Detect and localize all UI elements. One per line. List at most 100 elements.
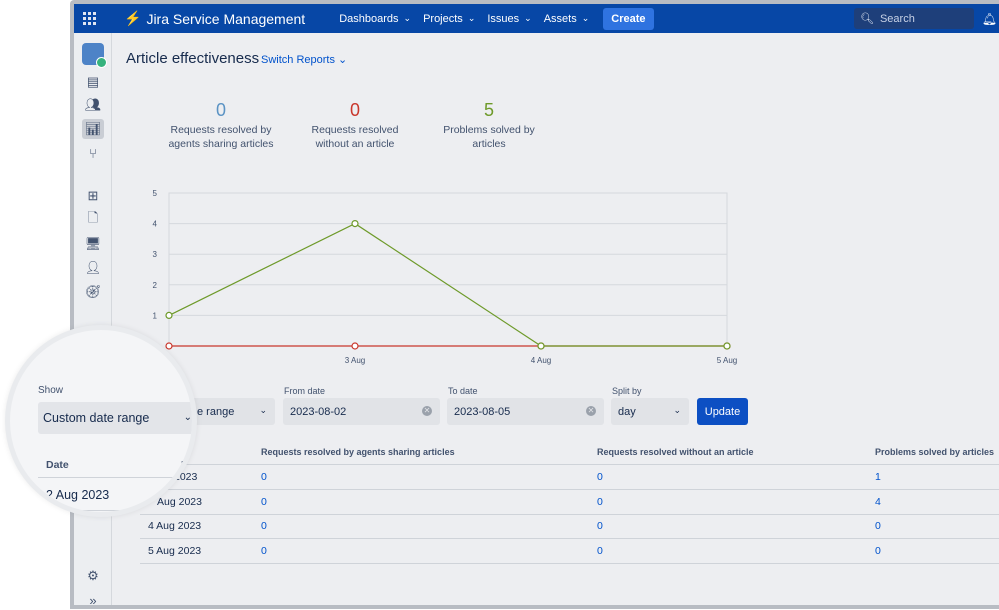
col-header-problems: Problems solved by articles	[875, 447, 995, 457]
row-agents-value[interactable]: 0	[261, 471, 267, 483]
clear-icon[interactable]: ✕	[586, 406, 596, 416]
queues-icon[interactable]: ▤	[86, 74, 100, 89]
raise-request-icon[interactable]: ⊞	[87, 188, 99, 203]
add-person-icon[interactable]: 👤︎	[84, 260, 102, 275]
notifications-icon[interactable]: 🔔︎	[981, 12, 997, 26]
top-navigation: ⚡ Jira Service Management Dashboards ⌄ Pr…	[74, 4, 999, 33]
monitor-icon[interactable]: 🖥︎	[84, 236, 102, 251]
nav-issues[interactable]: Issues ⌄	[487, 13, 531, 25]
chevron-down-icon: ⌄	[338, 54, 348, 66]
from-date-input[interactable]: 2023-08-02 ✕	[283, 398, 440, 425]
project-sidebar: ▤ 👥︎ 📊︎ ⑂ ⊞ 🗋︎ 🖥︎ 👤︎ 🧭︎ ⚙ »	[74, 33, 112, 608]
series-point-0	[165, 342, 173, 350]
table-divider	[140, 489, 999, 490]
to-date-input[interactable]: 2023-08-05 ✕	[447, 398, 604, 425]
to-date-value: 2023-08-05	[454, 405, 511, 418]
stat-label: Requests resolved without an article	[311, 124, 399, 150]
show-select-value: e range	[197, 405, 235, 418]
bolt-icon: ⚡	[124, 10, 142, 26]
customers-icon[interactable]: 👥︎	[84, 97, 102, 112]
reports-icon[interactable]: 📊︎	[82, 119, 104, 139]
nav-label: Issues	[487, 12, 520, 25]
nav-projects[interactable]: Projects ⌄	[423, 13, 475, 25]
row-date: 2 Aug 2023	[46, 488, 110, 502]
app-switcher[interactable]	[74, 12, 104, 25]
col-header-without-article: Requests resolved without an article	[597, 447, 754, 457]
x-tick-label: 4 Aug	[531, 356, 551, 365]
row-agents-value[interactable]: 0	[261, 496, 267, 508]
table-divider	[140, 563, 999, 564]
show-select-value: Custom date range	[43, 411, 150, 425]
stat-without-article: 0 Requests resolved without an article	[285, 100, 425, 151]
series-point-1	[165, 311, 173, 319]
gear-icon[interactable]: ⚙	[87, 568, 99, 583]
nav-dashboards[interactable]: Dashboards ⌄	[339, 13, 411, 25]
row-without-value[interactable]: 0	[597, 545, 603, 557]
create-button[interactable]: Create	[603, 7, 654, 30]
workflow-icon[interactable]: ⑂	[89, 145, 97, 161]
chevron-down-icon: ⌄	[403, 13, 412, 23]
row-problems-value[interactable]: 0	[875, 545, 881, 557]
chevron-down-icon: ⌄	[524, 13, 532, 23]
series-point-1	[723, 342, 731, 350]
x-tick-label: 5 Aug	[717, 356, 737, 365]
compass-icon[interactable]: 🧭︎	[84, 284, 102, 299]
row-problems-value[interactable]: 1	[875, 471, 881, 483]
col-header-agents: Requests resolved by agents sharing arti…	[261, 447, 455, 457]
search-placeholder: Search	[879, 12, 915, 25]
row-without-value[interactable]: 0	[597, 496, 603, 508]
date-column-header: Date	[46, 459, 69, 471]
row-problems-value[interactable]: 4	[875, 496, 881, 508]
product-name: Jira Service Management	[146, 10, 306, 27]
stat-agents-sharing: 0 Requests resolved by agents sharing art…	[151, 100, 291, 151]
stat-problems-solved: 5 Problems solved by articles	[419, 100, 559, 151]
zoom-callout: Show Custom date range ⌄ Date Re 2 Aug 2…	[5, 325, 197, 517]
stat-label: Requests resolved by agents sharing artic…	[168, 124, 274, 150]
main-nav: Dashboards ⌄ Projects ⌄ Issues ⌄ Assets ⌄ Cr…	[339, 7, 654, 30]
from-date-label: From date	[284, 386, 326, 396]
y-tick-label: 2	[153, 281, 158, 290]
row-agents-value[interactable]: 0	[261, 520, 267, 532]
nav-assets[interactable]: Assets ⌄	[544, 13, 590, 25]
page-icon[interactable]: 🗋︎	[87, 210, 99, 225]
x-tick-label: 3 Aug	[345, 356, 365, 365]
row-agents-value[interactable]: 0	[261, 545, 267, 557]
clear-icon[interactable]: ✕	[422, 406, 432, 416]
stat-value: 0	[349, 100, 360, 120]
to-date-label: To date	[448, 386, 478, 396]
plot-area	[168, 192, 728, 347]
chevron-down-icon: ⌄	[259, 405, 267, 415]
chevron-down-icon: ⌄	[183, 412, 192, 423]
stat-label: Problems solved by articles	[443, 124, 535, 150]
article-effectiveness-chart: 1 2 3 4 5 3 Aug 4 Aug 5 Aug	[153, 189, 738, 365]
search-input[interactable]: 🔍︎ Search	[854, 8, 974, 29]
y-tick-label: 4	[153, 220, 158, 229]
split-by-label: Split by	[612, 386, 642, 396]
switch-reports-label: Switch Reports	[261, 54, 335, 66]
row-without-value[interactable]: 0	[597, 520, 603, 532]
show-date-range-select[interactable]: Custom date range ⌄	[38, 402, 192, 434]
y-tick-label: 1	[153, 311, 158, 320]
product-logo[interactable]: ⚡ Jira Service Management	[124, 10, 305, 27]
double-chevron-right-icon[interactable]: »	[89, 592, 97, 608]
series-point-0	[351, 342, 359, 350]
nav-label: Projects	[423, 12, 463, 25]
row-date: 5 Aug 2023	[148, 545, 202, 557]
y-tick-label: 5	[153, 189, 158, 198]
row-without-value[interactable]: 0	[597, 471, 603, 483]
project-avatar[interactable]	[82, 43, 107, 68]
y-tick-label: 3	[153, 250, 158, 259]
apps-grid-icon	[82, 12, 96, 25]
table-divider	[140, 464, 999, 465]
split-by-value: day	[618, 405, 636, 418]
switch-reports-dropdown[interactable]: Switch Reports ⌄	[261, 53, 347, 66]
update-button[interactable]: Update	[697, 398, 748, 425]
table-divider	[38, 477, 192, 478]
chevron-down-icon: ⌄	[673, 405, 681, 415]
from-date-value: 2023-08-02	[290, 405, 347, 418]
show-label: Show	[38, 385, 64, 396]
split-by-select[interactable]: day ⌄	[611, 398, 689, 425]
row-problems-value[interactable]: 0	[875, 520, 881, 532]
nav-label: Dashboards	[339, 12, 399, 25]
table-divider	[140, 514, 999, 515]
